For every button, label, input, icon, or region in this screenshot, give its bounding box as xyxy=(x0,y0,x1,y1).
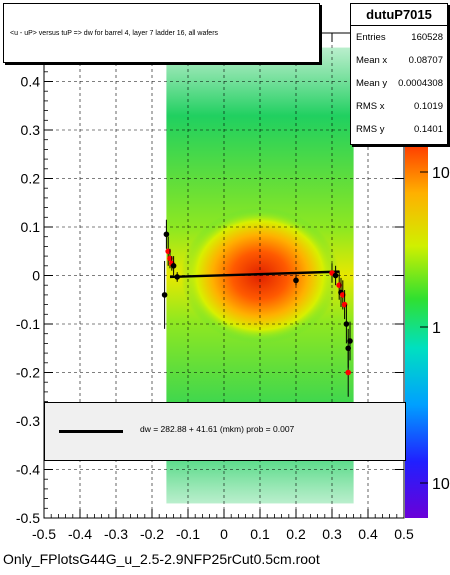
x-tick-label: 0.3 xyxy=(322,526,342,542)
y-tick-label: -0.1 xyxy=(16,316,40,332)
footer-filename: Only_FPlotsG44G_u_2.5-2.9NFP25rCut0.5cm.… xyxy=(3,551,320,567)
x-tick-label: -0.3 xyxy=(104,526,128,542)
profile-points xyxy=(161,219,353,397)
profile-marker xyxy=(161,292,168,298)
y-tick-label: -0.2 xyxy=(16,365,40,381)
y-tick-label: 0 xyxy=(32,268,40,284)
stats-label: Entries xyxy=(356,32,386,43)
profile-point xyxy=(345,348,352,397)
profile-marker xyxy=(345,369,352,376)
z-tick-label: 1 xyxy=(432,320,441,337)
histogram-name: dutuP7015 xyxy=(351,4,447,26)
profile-point xyxy=(170,256,177,276)
stats-value: 160528 xyxy=(411,32,443,43)
title-box: <u - uP> versus tuP => dw for barrel 4, … xyxy=(3,3,320,63)
x-tick-label: 0 xyxy=(220,526,228,542)
z-tick-label: 10 xyxy=(432,476,450,493)
stats-value: 0.1019 xyxy=(413,101,443,112)
stats-row-rms-x: RMS x 0.1019 xyxy=(351,95,447,118)
profile-marker xyxy=(332,272,339,279)
z-color-scale xyxy=(405,140,428,518)
fit-line-segment xyxy=(169,270,340,279)
stats-row-mean-y: Mean y 0.0004308 xyxy=(351,72,447,95)
fit-line xyxy=(169,270,340,279)
y-axis: -0.5 -0.4 -0.3 -0.2 -0.1 0 0.1 0.2 0.3 0.4 xyxy=(16,32,404,526)
y-tick-label: -0.3 xyxy=(16,413,40,429)
profile-point xyxy=(347,321,353,361)
y-tick-label: 0.4 xyxy=(21,74,41,90)
profile-point xyxy=(163,219,170,249)
profile-marker xyxy=(293,277,299,284)
x-axis: -0.5 -0.4 -0.3 -0.2 -0.1 0 0.1 0.2 0.3 0.4 0.5 xyxy=(32,33,414,542)
x-tick-label: -0.1 xyxy=(176,526,200,542)
profile-marker xyxy=(163,231,170,238)
profile-marker xyxy=(170,263,177,269)
profile-point xyxy=(161,260,168,329)
stats-value: 0.08707 xyxy=(408,55,443,66)
profile-point xyxy=(343,304,350,344)
stats-row-mean-x: Mean x 0.08707 xyxy=(351,49,447,72)
y-tick-label: 0.2 xyxy=(21,171,41,187)
legend-line-sample xyxy=(59,430,123,433)
stats-label: RMS x xyxy=(356,101,385,112)
x-tick-label: 0.5 xyxy=(394,526,414,542)
profile-point xyxy=(332,265,339,286)
profile-point xyxy=(293,275,299,286)
stats-label: Mean x xyxy=(356,55,388,66)
stats-row-rms-y: RMS y 0.1401 xyxy=(351,118,447,141)
profile-marker xyxy=(347,338,353,344)
y-tick-label: -0.4 xyxy=(16,462,40,478)
y-tick-label: 0.3 xyxy=(21,122,41,138)
stats-value: 0.0004308 xyxy=(398,78,443,89)
x-tick-label: -0.5 xyxy=(32,526,56,542)
stats-value: 0.1401 xyxy=(413,124,443,135)
fit-label: dw = 282.88 + 41.61 (mkm) prob = 0.007 xyxy=(140,424,295,434)
x-tick-label: -0.2 xyxy=(140,526,164,542)
chart-title: <u - uP> versus tuP => dw for barrel 4, … xyxy=(10,30,219,37)
stats-box: dutuP7015 Entries 160528 Mean x 0.08707 … xyxy=(350,3,448,145)
y-tick-label: 0.1 xyxy=(21,219,41,235)
stats-label: Mean y xyxy=(356,78,388,89)
fit-legend-box: dw = 282.88 + 41.61 (mkm) prob = 0.007 xyxy=(44,402,406,461)
x-tick-label: -0.4 xyxy=(68,526,92,542)
x-tick-label: 0.4 xyxy=(358,526,378,542)
stats-row-entries: Entries 160528 xyxy=(351,26,447,49)
y-tick-label: -0.5 xyxy=(16,510,40,526)
z-axis: 10 1 10 xyxy=(420,165,450,493)
profile-marker xyxy=(343,321,350,327)
profile-marker xyxy=(174,274,180,280)
x-tick-label: 0.2 xyxy=(286,526,306,542)
profile-point xyxy=(174,272,180,282)
stats-label: RMS y xyxy=(356,124,385,135)
x-tick-label: 0.1 xyxy=(250,526,270,542)
z-tick-label: 10 xyxy=(432,165,450,182)
